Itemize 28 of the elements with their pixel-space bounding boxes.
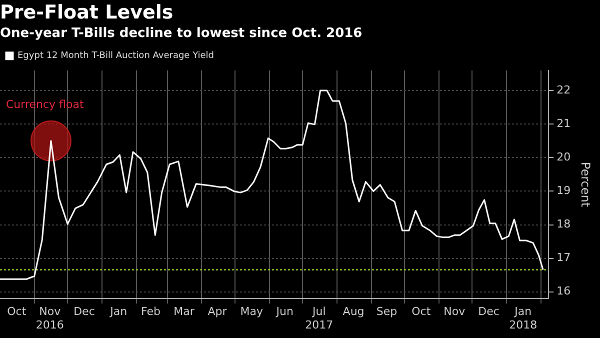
y-tick-label: 21	[556, 116, 571, 130]
x-tick-label: Feb	[140, 305, 160, 318]
y-tick-label: 16	[556, 284, 571, 298]
y-tick-label: 22	[556, 83, 571, 96]
annotation: Currency float	[6, 98, 84, 112]
y-tick-label: 19	[556, 184, 571, 198]
x-tick-label: Dec	[478, 305, 500, 318]
x-tick-label: Jan	[109, 305, 128, 318]
x-tick-label: Jun	[275, 305, 294, 318]
x-tick-label: Sep	[376, 305, 398, 318]
x-tick-label: Oct	[7, 305, 27, 318]
y-axis-title: Percent	[578, 162, 593, 208]
chart-subtitle: One-year T-Bills decline to lowest since Oct. 2016	[0, 26, 362, 41]
y-tick-label: 20	[556, 150, 571, 164]
x-tick-label: Mar	[174, 305, 195, 318]
y-tick-label: 18	[556, 218, 571, 231]
x-tick-label: Aug	[342, 305, 364, 318]
x-tick-label: Oct	[412, 305, 432, 318]
legend-label: Egypt 12 Month T-Bill Auction Average Yield	[18, 51, 214, 62]
chart-title: Pre-Float Levels	[0, 1, 174, 24]
x-tick-label: Nov 2016	[36, 305, 64, 332]
x-tick-label: Apr	[208, 305, 228, 318]
x-tick-label: Jan 2018	[509, 305, 538, 332]
y-tick-label: 17	[556, 251, 571, 264]
x-tick-label: Jul 2017	[305, 305, 334, 332]
x-tick-label: May	[240, 305, 264, 318]
x-tick-label: Dec	[74, 305, 95, 318]
x-tick-label: Nov	[444, 305, 466, 318]
